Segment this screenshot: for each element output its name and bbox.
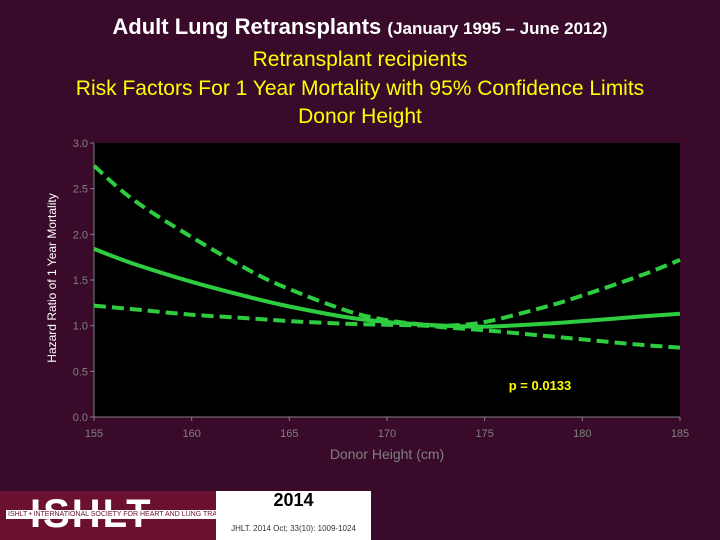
citation-year: 2014: [273, 490, 314, 510]
y-tick-label: 2.0: [73, 229, 88, 241]
x-tick-label: 170: [378, 428, 396, 440]
x-axis-label: Donor Height (cm): [330, 446, 444, 462]
subtitle-donor-height: Donor Height: [298, 105, 422, 128]
series-layer: [92, 164, 681, 350]
lower-confidence-line: [93, 303, 681, 350]
x-tick-label: 155: [85, 428, 103, 440]
upper-confidence-line: [92, 164, 681, 328]
x-tick-label: 175: [475, 428, 493, 440]
y-tick-label: 1.0: [73, 321, 88, 333]
page-title: Adult Lung Retransplants (January 1995 –…: [0, 14, 720, 40]
citation-box: [216, 491, 371, 540]
x-tick-label: 185: [671, 428, 689, 440]
y-axis-label: Hazard Ratio of 1 Year Mortality: [45, 193, 59, 362]
citation-reference: JHLT. 2014 Oct; 33(10): 1009-1024: [231, 524, 356, 533]
x-tick-label: 180: [573, 428, 591, 440]
title-main: Adult Lung Retransplants: [112, 14, 382, 39]
x-tick-label: 165: [280, 428, 298, 440]
title-range: (January 1995 – June 2012): [387, 19, 608, 38]
y-tick-label: 0.5: [73, 366, 88, 378]
y-tick-label: 2.5: [73, 184, 88, 196]
ishlt-tagline: ISHLT • INTERNATIONAL SOCIETY FOR HEART …: [6, 510, 368, 519]
y-tick-label: 3.0: [73, 138, 88, 150]
y-axis: 0.0 0.5 1.0 1.5 2.0 2.5 3.0: [73, 138, 95, 424]
y-tick-label: 0.0: [73, 412, 88, 424]
x-axis: 155 160 165 170 175 180 185: [85, 416, 689, 440]
x-tick-label: 160: [182, 428, 200, 440]
y-tick-label: 1.5: [73, 275, 88, 287]
p-value-annotation: p = 0.0133: [509, 378, 572, 393]
subtitle-risk-factors: Risk Factors For 1 Year Mortality with 9…: [75, 77, 645, 100]
subtitle-recipients: Retransplant recipients: [252, 48, 468, 71]
